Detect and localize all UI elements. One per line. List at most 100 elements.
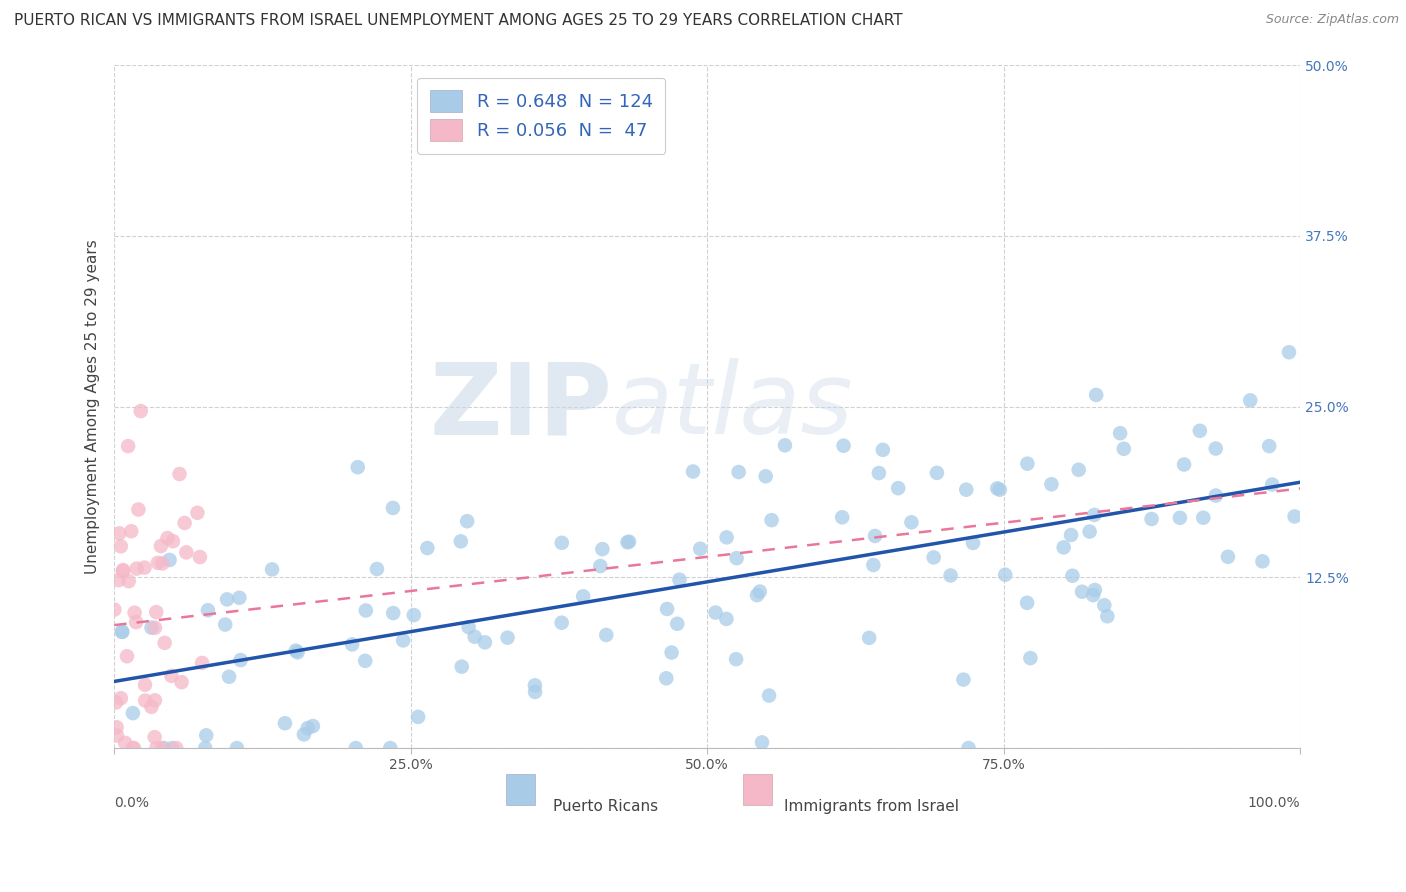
Point bbox=[761, 513, 783, 527]
Point bbox=[704, 606, 727, 620]
Point bbox=[197, 603, 219, 617]
Point bbox=[773, 438, 796, 452]
Point bbox=[1084, 582, 1107, 597]
Point bbox=[160, 741, 183, 756]
Point bbox=[141, 699, 163, 714]
Point bbox=[156, 531, 179, 545]
Point bbox=[925, 466, 948, 480]
Point bbox=[457, 620, 479, 634]
Point bbox=[150, 741, 173, 756]
Point bbox=[1015, 596, 1038, 610]
Point bbox=[112, 563, 135, 577]
Text: ZIP: ZIP bbox=[429, 358, 612, 455]
Point bbox=[218, 670, 240, 684]
Text: PUERTO RICAN VS IMMIGRANTS FROM ISRAEL UNEMPLOYMENT AMONG AGES 25 TO 29 YEARS CO: PUERTO RICAN VS IMMIGRANTS FROM ISRAEL U… bbox=[14, 13, 903, 29]
Point bbox=[416, 541, 439, 555]
Text: Puerto Ricans: Puerto Ricans bbox=[553, 799, 658, 814]
Point bbox=[572, 590, 595, 604]
Point bbox=[1205, 489, 1227, 503]
Point bbox=[922, 550, 945, 565]
Point bbox=[105, 720, 128, 734]
Text: 100.0%: 100.0% bbox=[1247, 796, 1301, 810]
Point bbox=[127, 502, 149, 516]
Point bbox=[994, 567, 1017, 582]
Point bbox=[176, 545, 198, 559]
Point bbox=[114, 736, 136, 750]
Point bbox=[716, 530, 738, 544]
Point bbox=[666, 616, 689, 631]
Point bbox=[1205, 442, 1227, 456]
Point bbox=[655, 671, 678, 685]
Point bbox=[117, 439, 139, 453]
Point bbox=[1062, 568, 1084, 582]
Point bbox=[1092, 599, 1115, 613]
Point bbox=[1192, 510, 1215, 524]
Legend: R = 0.648  N = 124, R = 0.056  N =  47: R = 0.648 N = 124, R = 0.056 N = 47 bbox=[418, 78, 665, 154]
Point bbox=[1284, 509, 1306, 524]
Point bbox=[111, 624, 134, 639]
Point bbox=[863, 529, 886, 543]
Point bbox=[716, 612, 738, 626]
Point bbox=[225, 741, 247, 756]
Point bbox=[1078, 524, 1101, 539]
Point bbox=[129, 404, 152, 418]
Point bbox=[194, 741, 217, 756]
Point bbox=[215, 592, 238, 607]
Point bbox=[617, 534, 640, 549]
Point bbox=[1053, 541, 1076, 555]
Point bbox=[1067, 463, 1090, 477]
Point bbox=[152, 741, 174, 756]
Point bbox=[146, 556, 169, 570]
Point bbox=[195, 728, 218, 742]
Point bbox=[725, 652, 748, 666]
Point bbox=[862, 558, 884, 572]
Point bbox=[125, 615, 148, 629]
Point bbox=[302, 719, 325, 733]
Point bbox=[152, 557, 174, 571]
Point bbox=[496, 631, 519, 645]
Point bbox=[143, 693, 166, 707]
Point bbox=[134, 560, 156, 574]
Point bbox=[120, 524, 142, 539]
Point bbox=[382, 606, 405, 620]
Point bbox=[1173, 458, 1195, 472]
Point bbox=[1216, 549, 1239, 564]
Point bbox=[1019, 651, 1042, 665]
Point bbox=[145, 605, 167, 619]
Point bbox=[284, 643, 307, 657]
Point bbox=[262, 562, 284, 576]
Point bbox=[952, 673, 974, 687]
Point bbox=[297, 721, 319, 735]
Point bbox=[655, 602, 678, 616]
Point bbox=[346, 460, 368, 475]
Point bbox=[868, 466, 890, 480]
Point bbox=[107, 573, 129, 587]
Point bbox=[727, 465, 749, 479]
Point bbox=[141, 621, 163, 635]
Point bbox=[755, 469, 778, 483]
Point bbox=[456, 514, 478, 528]
Point bbox=[1261, 477, 1284, 491]
Point bbox=[125, 561, 148, 575]
Point bbox=[986, 482, 1008, 496]
Point bbox=[115, 649, 138, 664]
Point bbox=[344, 741, 367, 756]
Point bbox=[160, 669, 183, 683]
Point bbox=[402, 608, 425, 623]
Point bbox=[1112, 442, 1135, 456]
Point bbox=[274, 716, 297, 731]
Point bbox=[1258, 439, 1281, 453]
Point bbox=[450, 534, 472, 549]
Point bbox=[1251, 554, 1274, 568]
Point bbox=[118, 574, 141, 589]
Point bbox=[173, 516, 195, 530]
Point bbox=[103, 602, 125, 616]
Point bbox=[962, 536, 984, 550]
Point bbox=[169, 467, 191, 481]
Point bbox=[887, 481, 910, 495]
Point bbox=[162, 534, 184, 549]
Point bbox=[550, 615, 572, 630]
Point bbox=[1085, 388, 1108, 402]
Point bbox=[143, 621, 166, 635]
Point bbox=[758, 689, 780, 703]
